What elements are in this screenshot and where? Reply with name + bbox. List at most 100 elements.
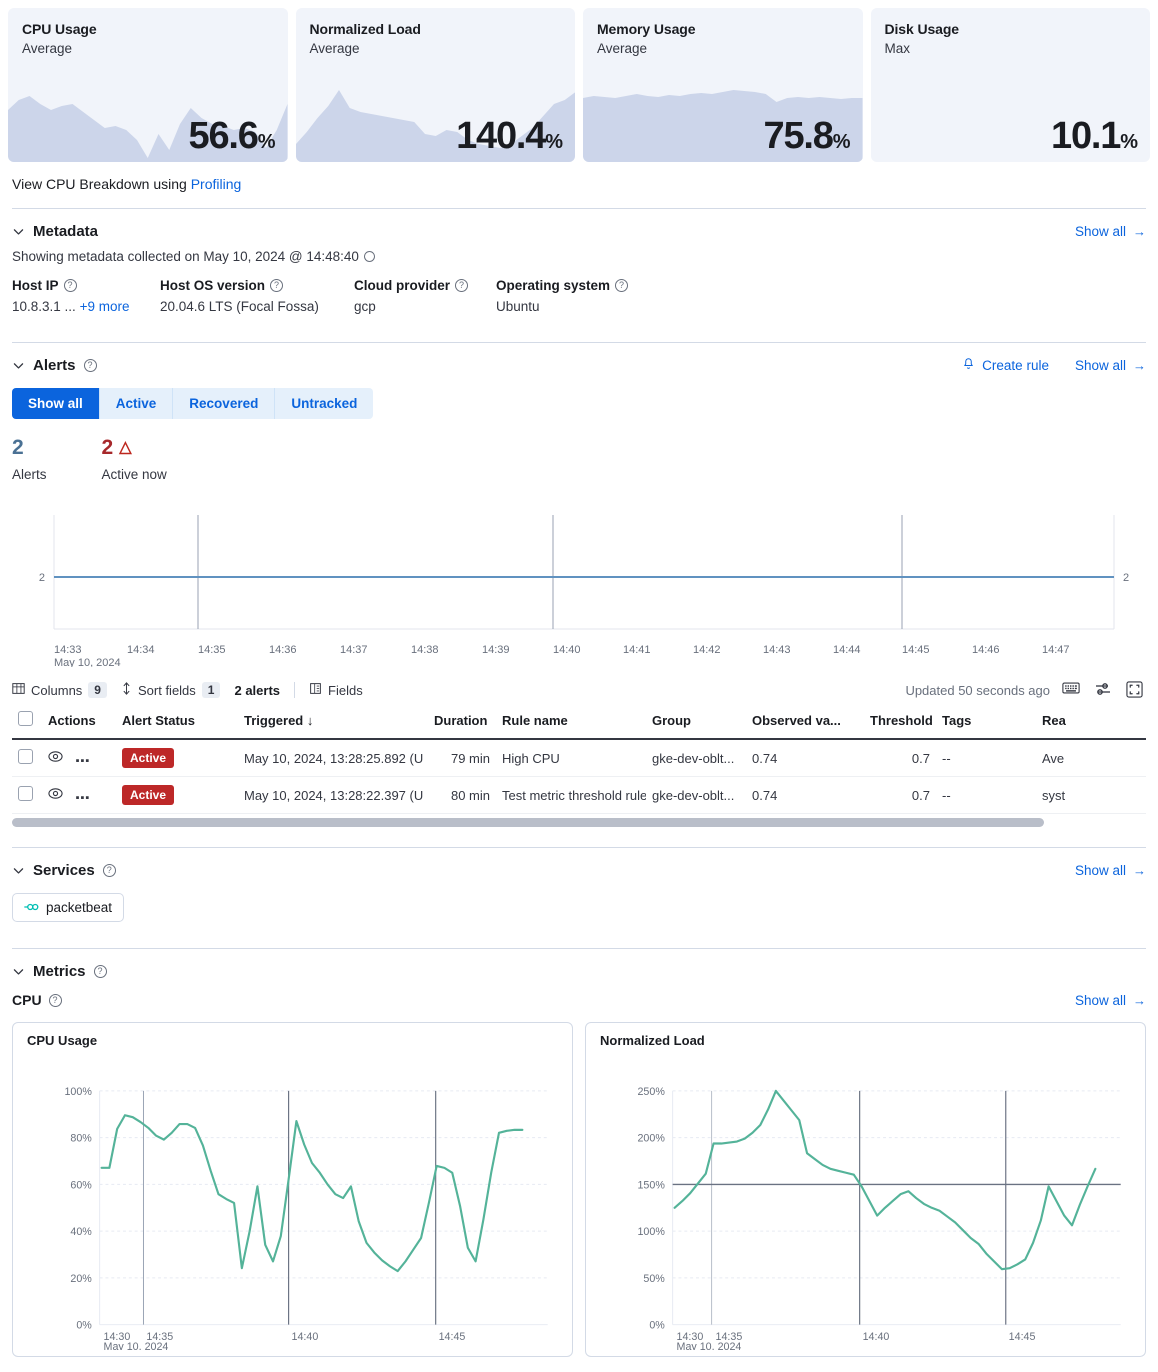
metadata-field-label-group: Cloud provider ? [354, 278, 496, 293]
sparkline-chart [8, 70, 288, 162]
more-actions-icon[interactable]: ▪▪▪ [75, 792, 91, 804]
sort-icon [121, 682, 132, 698]
display-options-icon[interactable] [1094, 681, 1114, 699]
table-row[interactable]: ▪▪▪ Active May 10, 2024, 13:28:22.397 (U… [12, 776, 1146, 814]
alerts-show-all-link[interactable]: Show all → [1075, 358, 1146, 373]
row-reason-cell: syst [1036, 776, 1146, 814]
section-title: Services [33, 862, 95, 879]
metadata-more-link[interactable]: +9 more [79, 299, 130, 314]
row-threshold-cell: 0.7 [864, 739, 936, 777]
svg-text:20%: 20% [70, 1273, 92, 1285]
metadata-title-group[interactable]: Metadata [12, 223, 98, 240]
help-icon[interactable]: ? [93, 965, 107, 978]
svg-text:May 10, 2024: May 10, 2024 [677, 1341, 742, 1350]
column-header-rule-name[interactable]: Rule name [502, 712, 568, 728]
alerts-title-group[interactable]: Alerts ? [12, 357, 97, 374]
row-actions-cell: ▪▪▪ [42, 739, 116, 777]
profiling-link[interactable]: Profiling [190, 176, 242, 192]
chevron-down-icon[interactable] [12, 225, 25, 238]
chevron-down-icon[interactable] [12, 965, 25, 978]
kpi-title: Disk Usage [884, 21, 960, 37]
svg-text:14:40: 14:40 [292, 1331, 319, 1343]
svg-text:0%: 0% [649, 1320, 665, 1332]
metadata-show-all-link[interactable]: Show all → [1075, 224, 1146, 239]
divider [12, 342, 1146, 343]
help-icon[interactable]: ? [455, 279, 469, 292]
help-icon[interactable]: ? [102, 864, 116, 877]
help-icon[interactable]: ? [615, 279, 629, 292]
sort-fields-button[interactable]: Sort fields 1 [121, 682, 221, 698]
svg-text:14:35: 14:35 [146, 1331, 173, 1343]
column-header-triggered[interactable]: Triggered ↓ [238, 707, 428, 739]
page-title: Metadata [33, 223, 99, 240]
create-rule-button[interactable]: Create rule [962, 357, 1049, 374]
cpu-show-all-link[interactable]: Show all → [1075, 993, 1146, 1008]
help-icon[interactable]: ? [48, 993, 62, 1007]
row-group-cell: gke-dev-oblt... [646, 776, 746, 814]
column-header-alert-status[interactable]: Alert Status [122, 712, 195, 728]
help-icon[interactable]: ? [83, 359, 97, 372]
svg-text:14:46: 14:46 [972, 644, 1000, 656]
view-alert-icon[interactable] [48, 788, 67, 804]
help-icon[interactable]: ? [63, 279, 77, 292]
fields-button[interactable]: Fields [309, 682, 363, 698]
column-header-tags[interactable]: Tags [942, 712, 972, 728]
svg-text:14:34: 14:34 [127, 644, 155, 656]
row-checkbox[interactable] [18, 749, 33, 764]
more-actions-icon[interactable]: ▪▪▪ [75, 755, 91, 767]
keyboard-shortcuts-icon[interactable] [1062, 681, 1082, 699]
chevron-down-icon[interactable] [12, 359, 25, 372]
profiling-hint: View CPU Breakdown using Profiling [0, 162, 1158, 192]
horizontal-scrollbar[interactable] [12, 818, 1044, 827]
column-header-reason[interactable]: Rea [1042, 712, 1066, 728]
divider [12, 948, 1146, 949]
services-show-all-link[interactable]: Show all → [1075, 863, 1146, 878]
cpu-subsection-title-group: CPU ? [12, 992, 62, 1008]
view-alert-icon[interactable] [48, 751, 67, 767]
stat-label: Active now [101, 467, 167, 482]
kpi-card-normalized-load: Normalized Load Average 140.4% [295, 8, 575, 162]
toolbar-left-controls: Columns 9 Sort fields 1 2 alerts Fields [12, 682, 363, 698]
help-icon[interactable]: ? [270, 279, 284, 292]
column-header-group[interactable]: Group [652, 712, 691, 728]
column-header-threshold[interactable]: Threshold [870, 712, 933, 728]
kpi-card-disk-usage: Disk Usage Max 10.1% [870, 8, 1150, 162]
columns-button[interactable]: Columns 9 [12, 682, 107, 698]
status-badge: Active [122, 748, 175, 768]
chevron-down-icon[interactable] [12, 864, 25, 877]
tab-recovered[interactable]: Recovered [172, 388, 275, 419]
kpi-value-number: 140.4 [456, 115, 546, 157]
status-badge: Active [122, 785, 175, 805]
kpi-value-unit: % [832, 131, 851, 153]
services-title-group[interactable]: Services ? [12, 862, 116, 879]
column-header-observed-value[interactable]: Observed va... [752, 712, 841, 728]
column-header-duration[interactable]: Duration [434, 712, 488, 728]
kpi-card-cpu-usage: CPU Usage Average 56.6% [8, 8, 288, 162]
alerts-header-actions: Create rule Show all → [962, 357, 1146, 374]
select-all-checkbox[interactable] [18, 711, 33, 726]
table-row[interactable]: ▪▪▪ Active May 10, 2024, 13:28:25.892 (U… [12, 739, 1146, 777]
tab-active[interactable]: Active [98, 388, 173, 419]
svg-text:14:44: 14:44 [833, 644, 861, 656]
metrics-title-group[interactable]: Metrics ? [12, 963, 107, 980]
chart-title: Normalized Load [600, 1033, 705, 1048]
row-tags-cell: -- [936, 739, 1036, 777]
columns-icon [12, 682, 25, 698]
fullscreen-icon[interactable] [1126, 681, 1146, 699]
tab-untracked[interactable]: Untracked [274, 388, 374, 419]
metadata-field-value: 10.8.3.1 ... [12, 299, 76, 314]
service-badge-packetbeat[interactable]: packetbeat [12, 893, 125, 922]
column-header-actions[interactable]: Actions [48, 712, 96, 728]
tab-show-all[interactable]: Show all [12, 388, 99, 419]
select-all-header [12, 707, 42, 739]
row-status-cell: Active [116, 739, 238, 777]
svg-text:0%: 0% [76, 1320, 92, 1332]
row-checkbox[interactable] [18, 786, 33, 801]
metadata-section-header: Metadata Show all → [0, 209, 1158, 240]
chart-card-cpu-usage: CPU Usage 100% 80% 60% 40% 20% 0% [12, 1022, 573, 1357]
kpi-cards-row: CPU Usage Average 56.6% Normalized Load … [0, 0, 1158, 162]
svg-text:14:47: 14:47 [1042, 644, 1070, 656]
kpi-value-unit: % [545, 131, 563, 153]
kpi-value-number: 75.8 [763, 115, 834, 157]
